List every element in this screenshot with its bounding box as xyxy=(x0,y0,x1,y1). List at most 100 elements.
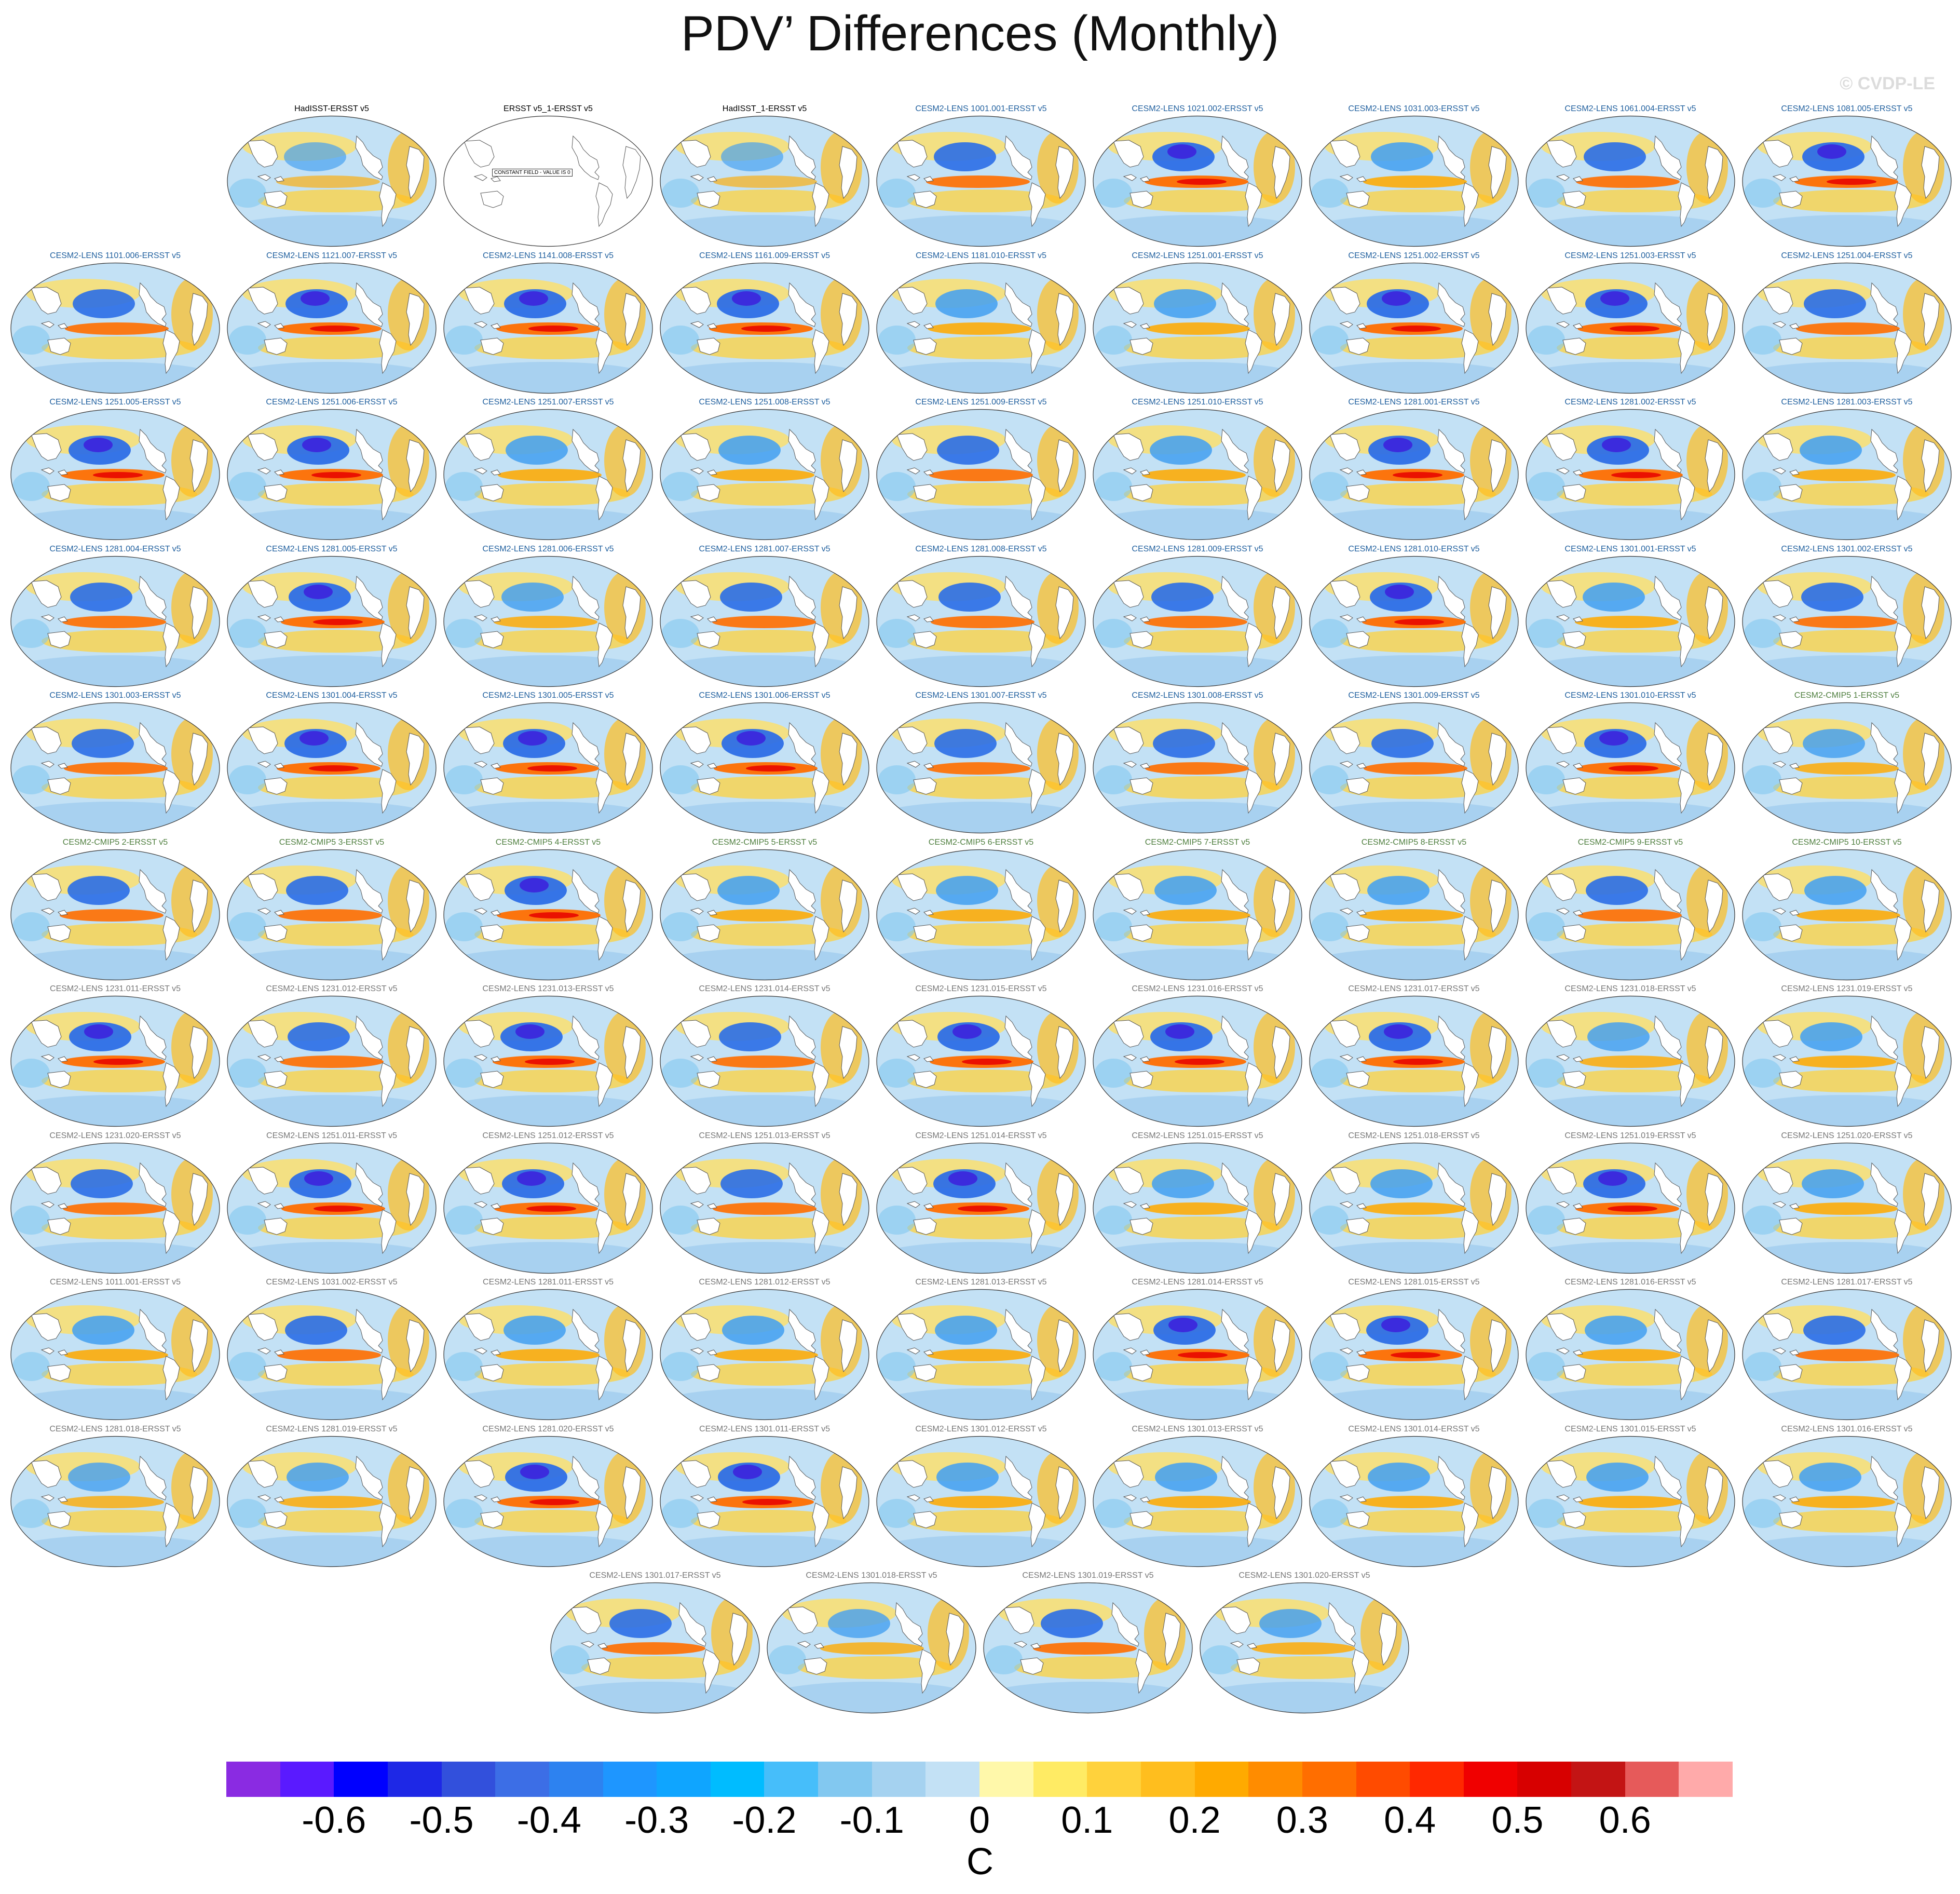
continent-outline xyxy=(1654,575,1682,620)
continent-outline xyxy=(1678,769,1695,814)
continent-outline xyxy=(1129,1510,1153,1528)
pdv-difference-map xyxy=(443,702,653,834)
continent-outline xyxy=(406,1172,425,1226)
indian-ocean-cool-anomaly xyxy=(1744,765,1781,794)
map-panel: CESM2-LENS 1251.019-ERSST v5 xyxy=(1522,1131,1738,1277)
continent-outline xyxy=(1245,1502,1262,1547)
continent-outline xyxy=(139,1162,167,1207)
southern-ocean-anomaly xyxy=(444,1535,651,1566)
pdv-difference-map xyxy=(1309,1289,1519,1420)
continent-outline xyxy=(1221,1308,1249,1354)
tropical-pacific-warm-tongue xyxy=(1792,1056,1896,1068)
continent-outline xyxy=(1562,630,1586,648)
continent-outline xyxy=(379,769,397,814)
map-panel: CESM2-LENS 1251.004-ERSST v5 xyxy=(1739,251,1955,397)
continent-outline xyxy=(379,329,397,374)
continent-outline xyxy=(1779,337,1803,355)
continent-outline xyxy=(788,428,816,474)
tropical-pacific-warm-core xyxy=(527,765,577,772)
map-panel: CESM2-LENS 1301.019-ERSST v5 xyxy=(980,1571,1196,1717)
map-border xyxy=(876,556,1086,687)
north-pacific-cold-core xyxy=(304,584,333,599)
map-border xyxy=(10,556,220,687)
south-pacific-warm-band xyxy=(1773,1216,1929,1239)
continent-outline xyxy=(906,907,920,915)
indian-ocean-cool-anomaly xyxy=(1095,472,1132,501)
continent-outline xyxy=(1004,1162,1032,1207)
panel-title: HadISST-ERSST v5 xyxy=(294,104,369,113)
continent-outline xyxy=(1894,622,1912,667)
continent-outline xyxy=(1329,873,1360,901)
continent-outline xyxy=(1129,191,1153,208)
constant-field-note: CONSTANT FIELD - VALUE IS 0 xyxy=(492,169,573,177)
continent-outline xyxy=(923,909,934,916)
continent-outline xyxy=(264,1364,288,1382)
tropical-pacific-warm-core xyxy=(1178,1352,1228,1358)
indian-ocean-cool-anomaly xyxy=(1528,1498,1565,1528)
continent-outline xyxy=(1921,292,1940,346)
map-panel: CESM2-LENS 1301.013-ERSST v5 xyxy=(1090,1424,1305,1571)
south-pacific-warm-band xyxy=(1124,483,1280,506)
continent-outline xyxy=(1272,1172,1290,1226)
indian-ocean-cool-anomaly xyxy=(445,325,483,355)
continent-outline xyxy=(274,176,284,182)
map-border xyxy=(443,115,653,247)
panel-title: CESM2-LENS 1251.013-ERSST v5 xyxy=(699,1131,831,1140)
map-border xyxy=(1742,1436,1952,1567)
continent-outline xyxy=(707,1056,717,1062)
continent-outline xyxy=(1004,869,1032,914)
continent-outline xyxy=(797,1641,811,1648)
continent-outline xyxy=(1113,726,1144,754)
continent-outline xyxy=(355,1455,383,1500)
north-pacific-cold-core xyxy=(1602,438,1631,452)
continent-outline xyxy=(680,579,711,608)
pdv-difference-map xyxy=(660,1436,869,1567)
continent-outline xyxy=(1272,879,1290,932)
map-border xyxy=(660,409,869,540)
indian-ocean-cool-anomaly xyxy=(878,1059,916,1088)
southern-ocean-anomaly xyxy=(11,508,218,539)
continent-outline xyxy=(1678,329,1695,374)
continent-outline xyxy=(1870,722,1898,767)
continent-outline xyxy=(257,320,271,328)
continent-outline xyxy=(189,1172,208,1226)
map-panel: CESM2-LENS 1231.012-ERSST v5 xyxy=(224,984,440,1130)
continent-outline xyxy=(923,1496,934,1503)
tropical-pacific-warm-core xyxy=(93,472,143,478)
panel-title: CESM2-LENS 1251.006-ERSST v5 xyxy=(266,398,398,407)
continent-outline xyxy=(257,174,271,181)
panel-title: CESM2-LENS 1251.009-ERSST v5 xyxy=(915,398,1047,407)
continent-outline xyxy=(1789,1202,1800,1209)
continent-outline xyxy=(1356,469,1367,476)
south-pacific-warm-band xyxy=(907,336,1063,359)
continent-outline xyxy=(473,1494,487,1501)
southern-ocean-anomaly xyxy=(1743,215,1950,246)
indian-ocean-cool-anomaly xyxy=(552,1645,590,1674)
pdv-difference-map xyxy=(1093,115,1302,247)
pdv-difference-map xyxy=(660,262,869,394)
continent-outline xyxy=(464,1459,495,1488)
southern-ocean-anomaly xyxy=(227,1388,434,1419)
map-border xyxy=(876,115,1086,247)
map-border xyxy=(983,1582,1193,1714)
continent-outline xyxy=(274,1349,284,1356)
map-panel: CESM2-LENS 1281.006-ERSST v5 xyxy=(440,544,656,691)
panel-title: CESM2-LENS 1281.007-ERSST v5 xyxy=(699,544,831,553)
southern-ocean-anomaly xyxy=(1093,361,1300,393)
panel-title: HadISST_1-ERSST v5 xyxy=(722,104,807,113)
north-pacific-cold-anomaly xyxy=(717,875,780,905)
map-panel: CESM2-LENS 1301.003-ERSST v5 xyxy=(7,691,223,837)
pdv-difference-map xyxy=(1309,1436,1519,1567)
continent-outline xyxy=(1921,1026,1940,1079)
continent-outline xyxy=(274,469,284,476)
map-border xyxy=(1526,1436,1735,1567)
continent-outline xyxy=(1678,915,1695,960)
continent-outline xyxy=(355,869,383,914)
continent-outline xyxy=(40,1347,55,1355)
indian-ocean-cool-anomaly xyxy=(1528,472,1565,501)
tropical-pacific-warm-tongue xyxy=(929,1495,1032,1508)
continent-outline xyxy=(480,484,504,502)
south-pacific-warm-band xyxy=(1340,776,1496,799)
continent-outline xyxy=(1004,1308,1032,1354)
southern-ocean-anomaly xyxy=(660,655,867,686)
